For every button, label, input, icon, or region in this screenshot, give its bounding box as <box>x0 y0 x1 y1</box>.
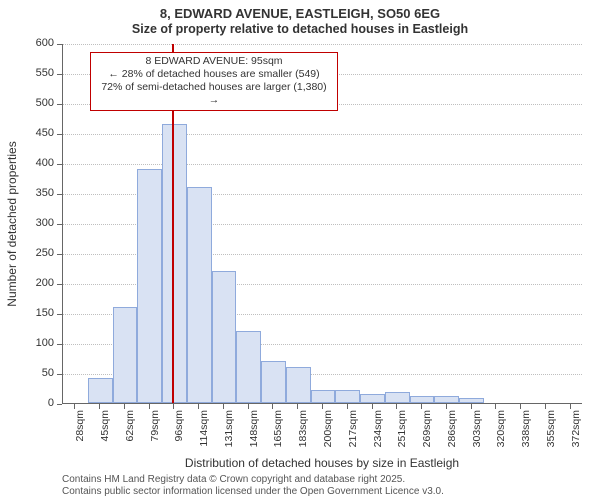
histogram-bar <box>410 396 435 403</box>
histogram-bar <box>236 331 261 403</box>
x-tick-label: 338sqm <box>520 410 532 447</box>
x-axis-label: Distribution of detached houses by size … <box>62 456 582 470</box>
histogram-bar <box>335 390 360 403</box>
footer: Contains HM Land Registry data © Crown c… <box>62 474 582 497</box>
annotation-line-3: 72% of semi-detached houses are larger (… <box>95 81 333 107</box>
y-tick-label: 100 <box>36 337 54 349</box>
y-tick-label: 500 <box>36 97 54 109</box>
x-tick-label: 62sqm <box>124 410 136 442</box>
histogram-bar <box>212 271 237 403</box>
x-tick-label: 286sqm <box>446 410 458 447</box>
y-tick-label: 350 <box>36 187 54 199</box>
x-tick-label: 114sqm <box>198 410 210 447</box>
histogram-bar <box>385 392 410 403</box>
page-subtitle: Size of property relative to detached ho… <box>0 22 600 36</box>
histogram-bar <box>261 361 286 403</box>
y-axis-label: Number of detached properties <box>5 141 19 306</box>
x-tick-label: 131sqm <box>223 410 235 447</box>
x-tick-label: 45sqm <box>99 410 111 442</box>
x-tick-label: 148sqm <box>248 410 260 447</box>
y-tick-label: 400 <box>36 157 54 169</box>
x-tick-label: 372sqm <box>570 410 582 447</box>
x-tick-label: 320sqm <box>495 410 507 447</box>
x-tick-label: 269sqm <box>421 410 433 447</box>
x-tick-label: 355sqm <box>545 410 557 447</box>
histogram-bar <box>88 378 113 403</box>
x-tick-label: 79sqm <box>149 410 161 442</box>
histogram-bar <box>360 394 385 403</box>
y-tick-label: 600 <box>36 37 54 49</box>
histogram-bar <box>162 124 187 403</box>
y-axis-label-wrap: Number of detached properties <box>4 44 20 404</box>
y-tick-label: 450 <box>36 127 54 139</box>
histogram-bar <box>137 169 162 403</box>
y-tick-label: 50 <box>42 367 54 379</box>
y-tick-label: 550 <box>36 67 54 79</box>
histogram-bar <box>187 187 212 403</box>
histogram-bar <box>311 390 336 403</box>
y-tick-label: 150 <box>36 307 54 319</box>
x-tick-label: 165sqm <box>272 410 284 447</box>
histogram-bar <box>286 367 311 403</box>
x-tick-label: 28sqm <box>74 410 86 442</box>
x-tick-label: 183sqm <box>297 410 309 447</box>
footer-line-1: Contains HM Land Registry data © Crown c… <box>62 474 582 486</box>
chart-root: 8, EDWARD AVENUE, EASTLEIGH, SO50 6EG Si… <box>0 0 600 500</box>
y-tick-label: 250 <box>36 247 54 259</box>
x-tick-label: 303sqm <box>471 410 483 447</box>
y-tick-label: 200 <box>36 277 54 289</box>
page-title: 8, EDWARD AVENUE, EASTLEIGH, SO50 6EG <box>0 6 600 21</box>
y-tick-label: 300 <box>36 217 54 229</box>
x-tick-label: 234sqm <box>372 410 384 447</box>
histogram-bar <box>459 398 484 403</box>
x-tick-label: 251sqm <box>396 410 408 447</box>
y-tick-label: 0 <box>48 397 54 409</box>
annotation-box: 8 EDWARD AVENUE: 95sqm ← 28% of detached… <box>90 52 338 111</box>
x-tick-label: 217sqm <box>347 410 359 447</box>
x-tick-label: 96sqm <box>173 410 185 442</box>
histogram-bar <box>434 396 459 403</box>
annotation-line-2: ← 28% of detached houses are smaller (54… <box>95 68 333 81</box>
histogram-bar <box>113 307 138 403</box>
annotation-line-1: 8 EDWARD AVENUE: 95sqm <box>95 55 333 68</box>
footer-line-2: Contains public sector information licen… <box>62 486 582 498</box>
x-tick-label: 200sqm <box>322 410 334 447</box>
